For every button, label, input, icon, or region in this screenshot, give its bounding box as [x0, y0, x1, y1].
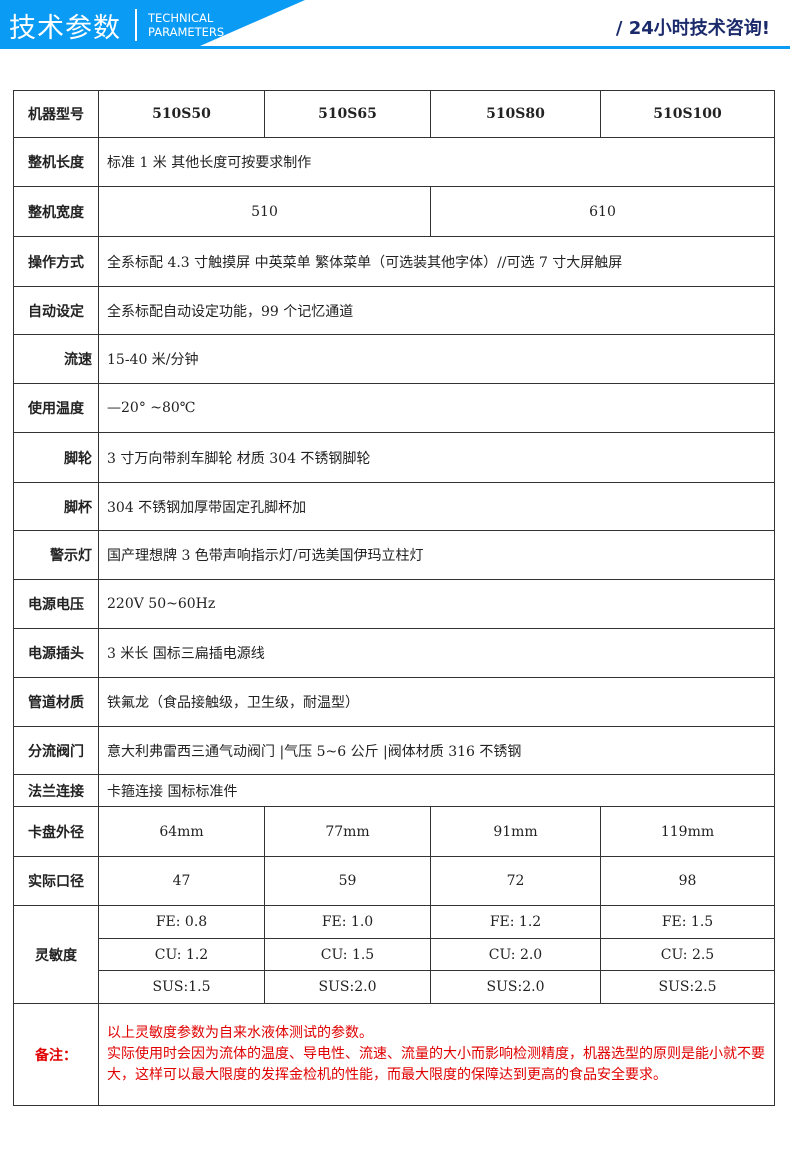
row-label: 电源电压: [13, 579, 99, 629]
row-label: 警示灯: [13, 530, 99, 580]
model-cell: 510S80: [430, 90, 601, 138]
cu-cell: CU: 2.5: [600, 938, 775, 971]
row-label: 卡盘外径: [13, 806, 99, 857]
table-row: 实际口径 47 59 72 98: [13, 856, 775, 906]
row-value: 全系标配 4.3 寸触摸屏 中英菜单 繁体菜单（可选装其他字体）//可选 7 寸…: [98, 236, 775, 287]
row-value: 全系标配自动设定功能，99 个记忆通道: [98, 286, 775, 335]
table-row: 整机长度 标准 1 米 其他长度可按要求制作: [13, 137, 775, 187]
row-value: 304 不锈钢加厚带固定孔脚杯加: [98, 482, 775, 531]
row-value: —20° ~80℃: [98, 383, 775, 433]
chuck-cell: 64mm: [98, 806, 265, 857]
table-row: 自动设定 全系标配自动设定功能，99 个记忆通道: [13, 286, 775, 335]
fe-cell: FE: 1.0: [264, 905, 431, 939]
page-header: 技术参数 TECHNICAL PARAMETERS / 24小时技术咨询!: [0, 0, 790, 49]
table-row: 警示灯 国产理想牌 3 色带声响指示灯/可选美国伊玛立柱灯: [13, 530, 775, 580]
row-label: 整机长度: [13, 137, 99, 187]
chuck-cell: 77mm: [264, 806, 431, 857]
table-row: SUS:1.5 SUS:2.0 SUS:2.0 SUS:2.5: [14, 970, 775, 1004]
sus-cell: SUS:2.5: [600, 970, 775, 1004]
table-row: 操作方式 全系标配 4.3 寸触摸屏 中英菜单 繁体菜单（可选装其他字体）//可选…: [13, 236, 775, 287]
table-row: 脚轮 3 寸万向带刹车脚轮 材质 304 不锈钢脚轮: [13, 432, 775, 483]
table-row: 法兰连接 卡箍连接 国标标准件: [13, 774, 775, 807]
table-row: 脚杯 304 不锈钢加厚带固定孔脚杯加: [13, 482, 775, 531]
hotline-text: / 24小时技术咨询!: [615, 18, 770, 39]
subtitle-line: PARAMETERS: [148, 25, 225, 39]
header-underline: [0, 46, 790, 49]
page-subtitle: TECHNICAL PARAMETERS: [148, 11, 224, 39]
fe-cell: FE: 0.8: [98, 905, 265, 939]
fe-cell: FE: 1.5: [600, 905, 775, 939]
row-value: 3 米长 国标三扁插电源线: [98, 628, 775, 678]
cu-cell: CU: 1.2: [98, 938, 265, 971]
sus-cell: SUS:2.0: [264, 970, 431, 1004]
row-value: 510: [98, 186, 431, 237]
spec-table: 机器型号 510S50 510S65 510S80 510S100 整机长度 标准 1 …: [13, 90, 775, 1106]
row-label: 机器型号: [13, 90, 99, 138]
row-label: 脚轮: [13, 432, 99, 483]
bore-cell: 98: [600, 856, 775, 906]
bore-cell: 59: [264, 856, 431, 906]
table-row: 备注： 以上灵敏度参数为自来水液体测试的参数。 实际使用时会因为流体的温度、导电性、…: [13, 1003, 775, 1106]
row-label: 灵敏度: [13, 905, 99, 1004]
row-label: 实际口径: [13, 856, 99, 906]
note-line: 以上灵敏度参数为自来水液体测试的参数。: [107, 1025, 373, 1041]
table-row: 机器型号 510S50 510S65 510S80 510S100: [13, 90, 775, 138]
row-label: 分流阀门: [13, 726, 99, 775]
subtitle-line: TECHNICAL: [148, 11, 214, 25]
row-label: 操作方式: [13, 236, 99, 287]
cu-cell: CU: 2.0: [430, 938, 601, 971]
row-value: 220V 50~60Hz: [98, 579, 775, 629]
row-value: 卡箍连接 国标标准件: [98, 774, 775, 807]
table-row: 整机宽度 510 610: [13, 186, 775, 237]
cu-cell: CU: 1.5: [264, 938, 431, 971]
row-value: 国产理想牌 3 色带声响指示灯/可选美国伊玛立柱灯: [98, 530, 775, 580]
row-label: 流速: [13, 334, 99, 384]
row-label: 自动设定: [13, 286, 99, 335]
table-row: CU: 1.2 CU: 1.5 CU: 2.0 CU: 2.5: [14, 938, 775, 971]
table-row: 卡盘外径 64mm 77mm 91mm 119mm: [13, 806, 775, 857]
row-value: 15-40 米/分钟: [98, 334, 775, 384]
row-label: 备注：: [13, 1003, 99, 1106]
table-row: 电源插头 3 米长 国标三扁插电源线: [13, 628, 775, 678]
model-cell: 510S100: [600, 90, 775, 138]
table-row: 灵敏度 FE: 0.8 FE: 1.0 FE: 1.2 FE: 1.5: [13, 905, 775, 1004]
model-cell: 510S65: [264, 90, 431, 138]
header-banner-slant: [200, 0, 305, 46]
title-divider: [135, 9, 137, 41]
row-value: 意大利弗雷西三通气动阀门 |气压 5~6 公斤 |阀体材质 316 不锈钢: [98, 726, 775, 775]
note-text: 以上灵敏度参数为自来水液体测试的参数。实际使用时会因为流体的温度、导电性、流速、…: [98, 1003, 775, 1106]
chuck-cell: 91mm: [430, 806, 601, 857]
table-row: 管道材质 铁氟龙（食品接触级，卫生级，耐温型）: [13, 677, 775, 727]
row-value: 3 寸万向带刹车脚轮 材质 304 不锈钢脚轮: [98, 432, 775, 483]
table-row: 电源电压 220V 50~60Hz: [13, 579, 775, 629]
table-row: 使用温度 —20° ~80℃: [13, 383, 775, 433]
row-value: 铁氟龙（食品接触级，卫生级，耐温型）: [98, 677, 775, 727]
row-label: 法兰连接: [13, 774, 99, 807]
bore-cell: 72: [430, 856, 601, 906]
row-value: 610: [430, 186, 775, 237]
chuck-cell: 119mm: [600, 806, 775, 857]
row-label: 整机宽度: [13, 186, 99, 237]
row-label: 电源插头: [13, 628, 99, 678]
fe-cell: FE: 1.2: [430, 905, 601, 939]
bore-cell: 47: [98, 856, 265, 906]
model-cell: 510S50: [98, 90, 265, 138]
note-line: 实际使用时会因为流体的温度、导电性、流速、流量的大小而影响检测精度，机器选型的原…: [107, 1046, 765, 1083]
page-title: 技术参数: [9, 13, 121, 44]
sus-cell: SUS:2.0: [430, 970, 601, 1004]
table-row: 分流阀门 意大利弗雷西三通气动阀门 |气压 5~6 公斤 |阀体材质 316 不锈…: [13, 726, 775, 775]
row-label: 管道材质: [13, 677, 99, 727]
header-banner: [0, 0, 200, 46]
table-row: 流速 15-40 米/分钟: [13, 334, 775, 384]
row-value: 标准 1 米 其他长度可按要求制作: [98, 137, 775, 187]
sus-cell: SUS:1.5: [98, 970, 265, 1004]
row-label: 脚杯: [13, 482, 99, 531]
row-label: 使用温度: [13, 383, 99, 433]
